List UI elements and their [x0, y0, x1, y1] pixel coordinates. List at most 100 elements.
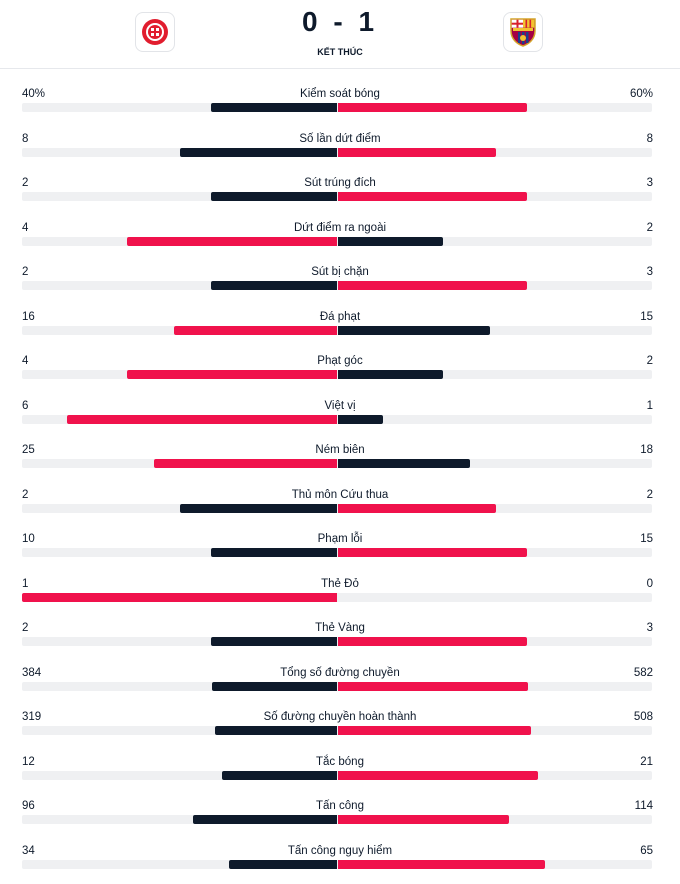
stat-label: Số lần dứt điểm [299, 132, 381, 145]
stat-bar-track [22, 459, 652, 468]
stat-bar-track [22, 770, 652, 780]
stat-label: Phạm lỗi [317, 533, 363, 545]
away-stat-value: 15 [640, 533, 653, 545]
away-stat-value: 2 [646, 221, 653, 234]
home-stat-value: 4 [22, 221, 29, 234]
stat-row: 25 Ném biên 18 [0, 443, 680, 483]
home-stat-bar [127, 236, 337, 246]
stat-label: Số đường chuyền hoàn thành [263, 711, 417, 723]
home-stat-bar [179, 147, 337, 157]
stat-row: 2 Thẻ Vàng 3 [0, 621, 680, 661]
stat-label: Kiểm soát bóng [300, 88, 380, 100]
home-stat-value: 40% [22, 88, 46, 100]
stat-bar-track [22, 370, 652, 379]
stat-label: Thẻ Vàng [315, 622, 365, 634]
stat-bar-track [22, 726, 652, 735]
away-stat-value: 3 [646, 622, 653, 634]
home-stat-bar [153, 459, 337, 468]
away-team-crest[interactable] [503, 12, 543, 52]
away-stat-bar [338, 325, 491, 335]
away-stat-bar [338, 236, 443, 246]
away-stat-bar [338, 770, 539, 780]
home-stat-bar [174, 325, 337, 335]
away-stat-bar [338, 815, 509, 824]
away-stat-value: 18 [640, 444, 653, 456]
stat-bar-track [22, 414, 652, 424]
home-stat-value: 384 [22, 666, 42, 679]
stat-label: Phạt góc [317, 355, 363, 367]
stat-row: 319 Số đường chuyền hoàn thành 508 [0, 710, 680, 750]
away-stat-value: 1 [646, 399, 653, 412]
away-stat-bar [338, 414, 383, 424]
stat-bar-track [22, 592, 652, 602]
away-stat-value: 21 [640, 755, 653, 768]
home-stat-bar [211, 548, 337, 557]
stat-label: Tắc bóng [316, 755, 364, 768]
home-stat-bar [193, 815, 337, 824]
stat-label: Thủ môn Cứu thua [291, 488, 389, 501]
home-stat-value: 12 [22, 755, 35, 768]
home-team-crest[interactable] [135, 12, 175, 52]
stat-row: 2 Thủ môn Cứu thua 2 [0, 488, 680, 528]
stat-label: Tấn công [316, 800, 364, 812]
home-stat-value: 1 [22, 577, 29, 590]
home-stat-bar [211, 281, 337, 290]
away-stat-value: 582 [633, 666, 653, 679]
away-stat-value: 2 [646, 355, 653, 367]
stat-label: Sút trúng đích [304, 177, 376, 189]
girona-crest-icon [142, 19, 168, 45]
stat-row: 1 Thẻ Đỏ 0 [0, 577, 680, 617]
stat-row: 96 Tấn công 114 [0, 799, 680, 839]
stat-row: 384 Tổng số đường chuyền 582 [0, 666, 680, 706]
home-stat-bar [222, 770, 337, 780]
away-stat-value: 60% [629, 88, 653, 100]
away-stat-value: 2 [646, 488, 653, 501]
home-stat-bar [22, 592, 337, 602]
stat-bar-track [22, 281, 652, 290]
stat-row: 16 Đá phạt 15 [0, 310, 680, 350]
home-stat-value: 2 [22, 488, 29, 501]
home-stat-bar [211, 192, 337, 201]
away-stat-value: 65 [640, 844, 653, 857]
away-stat-bar [338, 548, 527, 557]
stat-label: Tổng số đường chuyền [280, 666, 400, 679]
stat-bar-track [22, 681, 652, 691]
match-status: KẾT THÚC [317, 47, 363, 57]
away-stat-bar [338, 503, 496, 513]
stat-bar-track [22, 548, 652, 557]
home-stat-bar [228, 859, 337, 869]
away-stat-value: 15 [640, 310, 653, 323]
home-stat-value: 96 [22, 800, 35, 812]
away-stat-bar [338, 459, 470, 468]
away-stat-bar [338, 370, 443, 379]
stat-bar-track [22, 103, 652, 112]
away-stat-value: 508 [633, 711, 653, 723]
stat-label: Dứt điểm ra ngoài [293, 221, 387, 234]
stat-label: Sút bị chặn [311, 266, 369, 278]
away-stat-value: 3 [646, 177, 653, 189]
away-stat-value: 8 [646, 132, 653, 145]
away-stat-bar [338, 637, 527, 646]
home-stat-value: 8 [22, 132, 29, 145]
stat-bar-track [22, 236, 652, 246]
barcelona-crest-icon [510, 18, 536, 47]
stat-label: Việt vị [324, 399, 356, 412]
home-stat-value: 6 [22, 399, 29, 412]
home-stat-bar [211, 681, 337, 691]
home-stat-value: 319 [22, 711, 42, 723]
stat-bar-track [22, 147, 652, 157]
stat-row: 6 Việt vị 1 [0, 399, 680, 439]
home-stat-value: 34 [22, 844, 35, 857]
home-stat-bar [67, 414, 337, 424]
stat-row: 4 Phạt góc 2 [0, 354, 680, 394]
stat-row: 8 Số lần dứt điểm 8 [0, 132, 680, 172]
stat-row: 2 Sút trúng đích 3 [0, 176, 680, 216]
home-stat-value: 10 [22, 533, 35, 545]
home-stat-value: 16 [22, 310, 35, 323]
away-stat-bar [338, 147, 496, 157]
away-stat-bar [338, 192, 527, 201]
home-stat-bar [179, 503, 337, 513]
stat-bar-track [22, 192, 652, 201]
home-stat-value: 4 [22, 355, 29, 367]
home-stat-bar [211, 103, 337, 112]
